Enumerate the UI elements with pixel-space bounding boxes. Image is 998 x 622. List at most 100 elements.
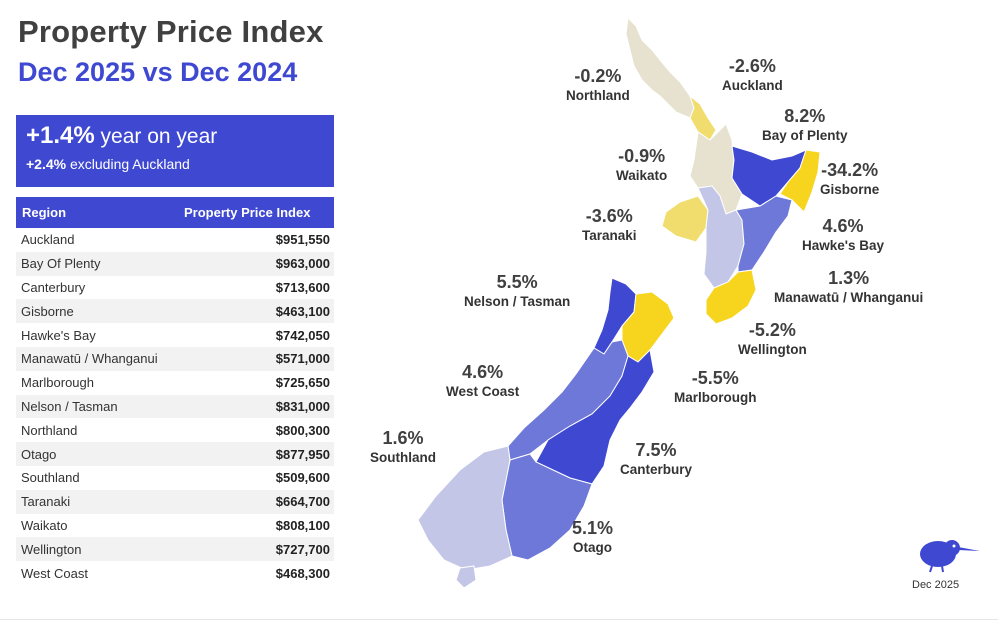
- region-southland[interactable]: [417, 445, 513, 571]
- map-label-otago-pct: 5.1%: [572, 518, 614, 538]
- map-label-northland: -0.2% Northland: [566, 66, 630, 103]
- table-cell-region: Nelson / Tasman: [21, 398, 118, 414]
- table-row[interactable]: Gisborne $463,100: [16, 299, 334, 324]
- map-label-canterbury-pct: 7.5%: [635, 440, 677, 460]
- table-cell-region: Auckland: [21, 232, 75, 248]
- map-label-hawkes-bay-name: Hawke's Bay: [802, 238, 885, 253]
- region-northland[interactable]: [625, 16, 695, 119]
- map-label-nelson-tasman-name: Nelson / Tasman: [464, 294, 571, 309]
- table-cell-price-index: $800,300: [275, 422, 330, 438]
- map-label-manawatu-whanganui-pct: 1.3%: [828, 268, 870, 288]
- table-row[interactable]: Taranaki $664,700: [16, 489, 334, 514]
- map-label-gisborne-pct: -34.2%: [821, 160, 879, 180]
- bottom-divider: [0, 619, 998, 620]
- table-cell-price-index: $951,550: [275, 232, 330, 248]
- map-label-marlborough-name: Marlborough: [674, 390, 757, 405]
- table-row[interactable]: Hawke's Bay $742,050: [16, 323, 334, 347]
- map-svg: [417, 16, 821, 589]
- table-cell-price-index: $463,100: [275, 303, 330, 319]
- column-header-price-index[interactable]: Property Price Index: [184, 205, 311, 220]
- map-label-wellington-name: Wellington: [738, 342, 807, 357]
- map-label-manawatu-whanganui: 1.3% Manawatū / Whanganui: [774, 268, 923, 305]
- table-header: Region Property Price Index: [16, 197, 334, 228]
- table-row[interactable]: Auckland $951,550: [16, 228, 334, 252]
- table-row[interactable]: Canterbury $713,600: [16, 276, 334, 300]
- stewart-island: [455, 565, 477, 589]
- region-wellington[interactable]: [705, 269, 757, 325]
- table-cell-region: Northland: [21, 422, 78, 438]
- table-cell-region: Hawke's Bay: [21, 327, 96, 343]
- table-cell-region: Gisborne: [21, 303, 74, 319]
- map-label-gisborne-name: Gisborne: [820, 182, 880, 197]
- region-hawkes-bay[interactable]: [735, 195, 793, 273]
- table-cell-region: Wellington: [21, 541, 82, 557]
- map-label-southland-pct: 1.6%: [382, 428, 424, 448]
- table-cell-region: Manawatū / Whanganui: [21, 351, 158, 367]
- table-cell-price-index: $742,050: [275, 327, 330, 343]
- map-label-canterbury-name: Canterbury: [620, 462, 693, 477]
- map-label-west-coast: 4.6% West Coast: [446, 362, 519, 399]
- nz-region-map: -0.2% Northland -2.6% Auckland 8.2% Bay …: [360, 0, 998, 622]
- page-subtitle: Dec 2025 vs Dec 2024: [18, 57, 298, 87]
- page-title: Property Price Index: [18, 14, 324, 49]
- kpi-sub-value: +2.4%: [26, 156, 67, 172]
- table-cell-region: Bay Of Plenty: [21, 256, 101, 272]
- table-row[interactable]: Wellington $727,700: [16, 537, 334, 562]
- table-cell-price-index: $831,000: [275, 398, 330, 414]
- region-taranaki[interactable]: [661, 195, 709, 243]
- region-gisborne[interactable]: [779, 149, 821, 213]
- region-auckland[interactable]: [688, 94, 717, 141]
- table-row[interactable]: Otago $877,950: [16, 442, 334, 466]
- map-label-marlborough: -5.5% Marlborough: [674, 368, 757, 405]
- table-body: Auckland $951,550 Bay Of Plenty $963,000 Can…: [16, 228, 334, 585]
- column-header-region[interactable]: Region: [22, 205, 67, 220]
- table-row[interactable]: Bay Of Plenty $963,000: [16, 251, 334, 276]
- map-label-waikato-name: Waikato: [616, 168, 668, 183]
- price-table: Region Property Price Index Auckland $951…: [16, 197, 334, 585]
- map-label-bay-of-plenty-pct: 8.2%: [784, 106, 826, 126]
- table-cell-price-index: $468,300: [275, 565, 330, 581]
- map-label-manawatu-whanganui-name: Manawatū / Whanganui: [774, 290, 924, 305]
- map-label-west-coast-pct: 4.6%: [462, 362, 504, 382]
- table-row[interactable]: Waikato $808,100: [16, 514, 334, 538]
- map-label-taranaki: -3.6% Taranaki: [582, 206, 637, 243]
- table-row[interactable]: Manawatū / Whanganui $571,000: [16, 346, 334, 371]
- table-row[interactable]: Southland $509,600: [16, 466, 334, 490]
- map-label-northland-pct: -0.2%: [574, 66, 622, 86]
- region-canterbury[interactable]: [535, 348, 655, 485]
- map-label-southland-name: Southland: [370, 450, 436, 465]
- table-cell-price-index: $725,650: [275, 375, 330, 391]
- table-cell-price-index: $571,000: [275, 351, 330, 367]
- table-row[interactable]: Marlborough $725,650: [16, 371, 334, 395]
- kpi-sub-text: excluding Auckland: [66, 156, 190, 172]
- table-cell-region: Canterbury: [21, 279, 86, 295]
- map-label-auckland: -2.6% Auckland: [722, 56, 783, 93]
- map-label-nelson-tasman-pct: 5.5%: [496, 272, 538, 292]
- map-label-southland: 1.6% Southland: [370, 428, 436, 465]
- table-cell-price-index: $963,000: [275, 256, 330, 272]
- table-cell-region: West Coast: [21, 565, 88, 581]
- map-label-auckland-name: Auckland: [722, 78, 783, 93]
- table-row[interactable]: Nelson / Tasman $831,000: [16, 394, 334, 419]
- kpi-main-value: +1.4%: [26, 122, 95, 149]
- map-label-west-coast-name: West Coast: [446, 384, 520, 399]
- table-cell-region: Otago: [21, 446, 57, 462]
- map-label-northland-name: Northland: [566, 88, 630, 103]
- table-row[interactable]: Northland $800,300: [16, 418, 334, 442]
- map-label-otago-name: Otago: [573, 540, 613, 555]
- table-cell-price-index: $664,700: [275, 494, 330, 510]
- table-row[interactable]: West Coast $468,300: [16, 561, 334, 585]
- map-label-canterbury: 7.5% Canterbury: [620, 440, 692, 477]
- kpi-sub: +2.4% excluding Auckland: [26, 156, 324, 172]
- table-cell-price-index: $509,600: [275, 470, 330, 486]
- kiwi-bird-icon: [920, 540, 980, 573]
- map-label-auckland-pct: -2.6%: [728, 56, 776, 76]
- map-label-bay-of-plenty: 8.2% Bay of Plenty: [762, 106, 848, 143]
- footer-date: Dec 2025: [912, 579, 960, 591]
- table-cell-region: Waikato: [21, 517, 68, 533]
- table-cell-region: Taranaki: [21, 494, 71, 510]
- kpi-main-text: year on year: [94, 125, 218, 148]
- map-label-gisborne: -34.2% Gisborne: [820, 160, 879, 197]
- table-cell-price-index: $808,100: [275, 517, 330, 533]
- map-label-taranaki-pct: -3.6%: [585, 206, 633, 226]
